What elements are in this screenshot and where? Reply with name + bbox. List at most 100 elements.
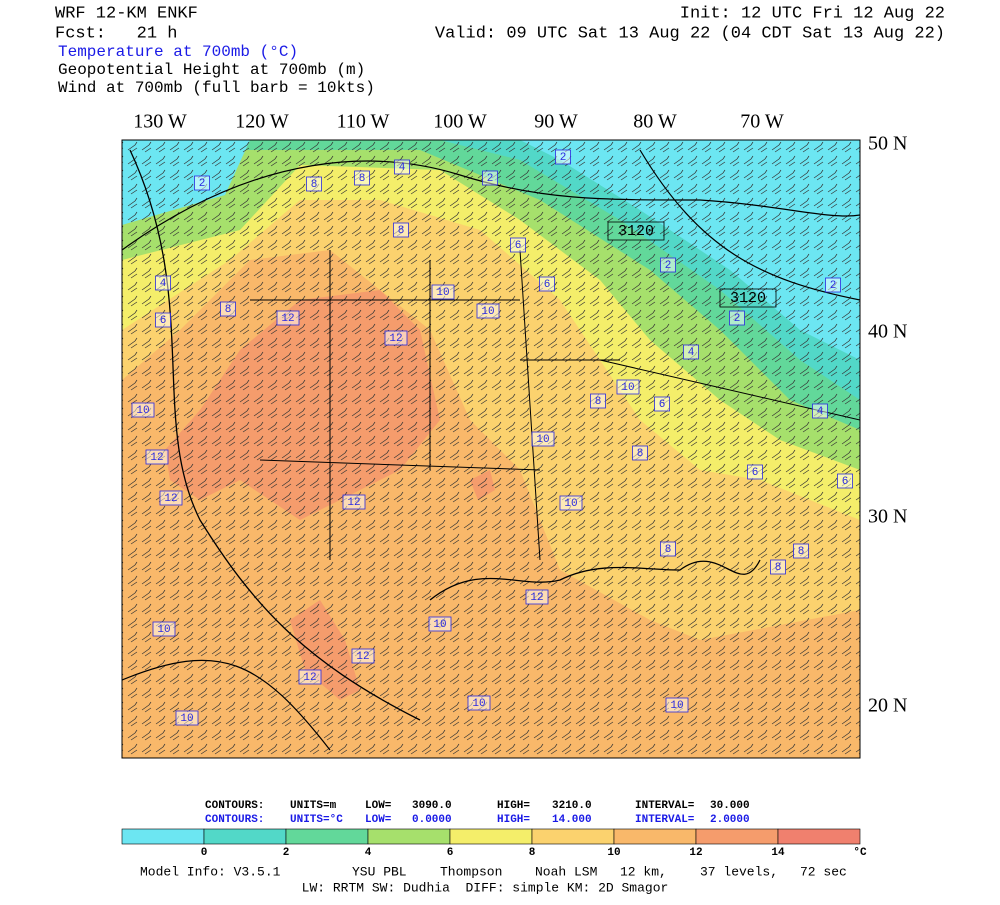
temperature-contour-label: 12 xyxy=(145,449,169,465)
label-box xyxy=(354,170,370,186)
label-box xyxy=(467,695,491,711)
temperature-contour-label: 6 xyxy=(539,276,555,292)
label-box xyxy=(476,303,500,319)
model-info-text: Thompson xyxy=(440,864,502,879)
temperature-legend-text: 2.0000 xyxy=(710,814,750,826)
latitude-label: 50 N xyxy=(868,133,907,155)
field-name: Temperature at 700mb (°C) xyxy=(58,43,298,61)
temperature-contour-label: 12 xyxy=(351,648,375,664)
temperature-contour-label: 8 xyxy=(354,170,370,186)
temperature-label-text: 6 xyxy=(160,315,167,327)
label-box xyxy=(394,159,410,175)
temperature-label-text: 2 xyxy=(487,173,494,185)
model-info-text: Model Info: V3.5.1 xyxy=(140,864,281,879)
colorbar-label: °C xyxy=(853,847,867,859)
label-box xyxy=(306,176,322,192)
temperature-contour-label: 12 xyxy=(342,494,366,510)
colorbar-swatch xyxy=(121,828,205,845)
colorbar-label: 0 xyxy=(201,847,208,859)
label-box xyxy=(616,379,640,395)
label-box xyxy=(825,277,841,293)
longitude-label: 120 W xyxy=(235,111,289,133)
temperature-label-text: 10 xyxy=(157,624,170,636)
temperature-contour-label: 8 xyxy=(793,543,809,559)
temperature-label-text: 6 xyxy=(752,467,759,479)
label-box xyxy=(393,222,409,238)
colorbar-label: 10 xyxy=(607,847,620,859)
label-box xyxy=(220,301,236,317)
label-box xyxy=(654,396,670,412)
temperature-label-text: 8 xyxy=(798,546,805,558)
label-box xyxy=(145,449,169,465)
temperature-contour-label: 6 xyxy=(155,312,171,328)
label-box xyxy=(510,237,526,253)
label-box xyxy=(276,310,300,326)
label-box xyxy=(351,648,375,664)
temperature-contour-label: 10 xyxy=(467,695,491,711)
temperature-contour-label: 2 xyxy=(729,310,745,326)
temperature-label-text: 8 xyxy=(359,173,366,185)
colorbar-swatch xyxy=(449,828,533,845)
label-box xyxy=(770,559,786,575)
temperature-label-text: 10 xyxy=(564,498,577,510)
temperature-contour-label: 10 xyxy=(476,303,500,319)
temperature-contour-label: 2 xyxy=(482,170,498,186)
model-info-text: Noah LSM xyxy=(535,864,597,879)
temperature-contour-label: 8 xyxy=(660,541,676,557)
temperature-label-text: 12 xyxy=(150,452,163,464)
temperature-contour-label: 8 xyxy=(590,393,606,409)
temperature-contour-label: 2 xyxy=(555,149,571,165)
temperature-label-text: 8 xyxy=(637,448,644,460)
temperature-label-text: 10 xyxy=(436,287,449,299)
temperature-label-text: 8 xyxy=(225,304,232,316)
label-box xyxy=(298,669,322,685)
temperature-label-text: 10 xyxy=(433,619,446,631)
temperature-label-text: 6 xyxy=(515,240,522,252)
label-box xyxy=(607,221,665,241)
label-box xyxy=(539,276,555,292)
temperature-contour-label: 12 xyxy=(525,589,549,605)
label-box xyxy=(428,616,452,632)
label-box xyxy=(482,170,498,186)
colorbar-label: 2 xyxy=(283,847,290,859)
height-legend-text: HIGH= xyxy=(497,800,530,812)
longitude-label: 70 W xyxy=(740,111,784,133)
latitude-label: 40 N xyxy=(868,321,907,343)
temperature-contour-label: 6 xyxy=(654,396,670,412)
colorbar-label: 12 xyxy=(689,847,702,859)
colorbar-label: 8 xyxy=(529,847,536,859)
label-box xyxy=(665,697,689,713)
temperature-label-text: 2 xyxy=(199,178,206,190)
label-box xyxy=(719,288,777,308)
model-info-text: 12 km, xyxy=(620,864,667,879)
temperature-legend-text: 14.000 xyxy=(552,814,592,826)
latitude-label: 30 N xyxy=(868,506,907,528)
temperature-label-text: 4 xyxy=(817,406,824,418)
temperature-contour-label: 10 xyxy=(175,710,199,726)
temperature-label-text: 12 xyxy=(303,672,316,684)
temperature-label-text: 6 xyxy=(842,476,849,488)
temperature-label-text: 10 xyxy=(180,713,193,725)
temperature-label-text: 8 xyxy=(775,562,782,574)
temperature-contour-label: 12 xyxy=(159,490,183,506)
temperature-legend-text: LOW= xyxy=(365,814,392,826)
label-box xyxy=(559,495,583,511)
height-label-text: 3120 xyxy=(618,223,654,240)
temperature-label-text: 2 xyxy=(665,260,672,272)
longitude-label: 100 W xyxy=(433,111,487,133)
temperature-label-text: 4 xyxy=(688,347,695,359)
temperature-contour-label: 10 xyxy=(616,379,640,395)
longitude-label: 110 W xyxy=(337,111,390,133)
temperature-contour-label: 8 xyxy=(393,222,409,238)
colorbar-label: 4 xyxy=(365,847,372,859)
temperature-label-text: 12 xyxy=(389,333,402,345)
temperature-label-text: 12 xyxy=(530,592,543,604)
init-time: Init: 12 UTC Fri 12 Aug 22 xyxy=(680,4,945,23)
colorbar-swatch xyxy=(695,828,779,845)
temperature-contour-label: 8 xyxy=(632,445,648,461)
temperature-legend-text: CONTOURS: xyxy=(205,814,264,826)
temperature-contour-label: 12 xyxy=(276,310,300,326)
height-legend-text: LOW= xyxy=(365,800,392,812)
label-box xyxy=(812,403,828,419)
